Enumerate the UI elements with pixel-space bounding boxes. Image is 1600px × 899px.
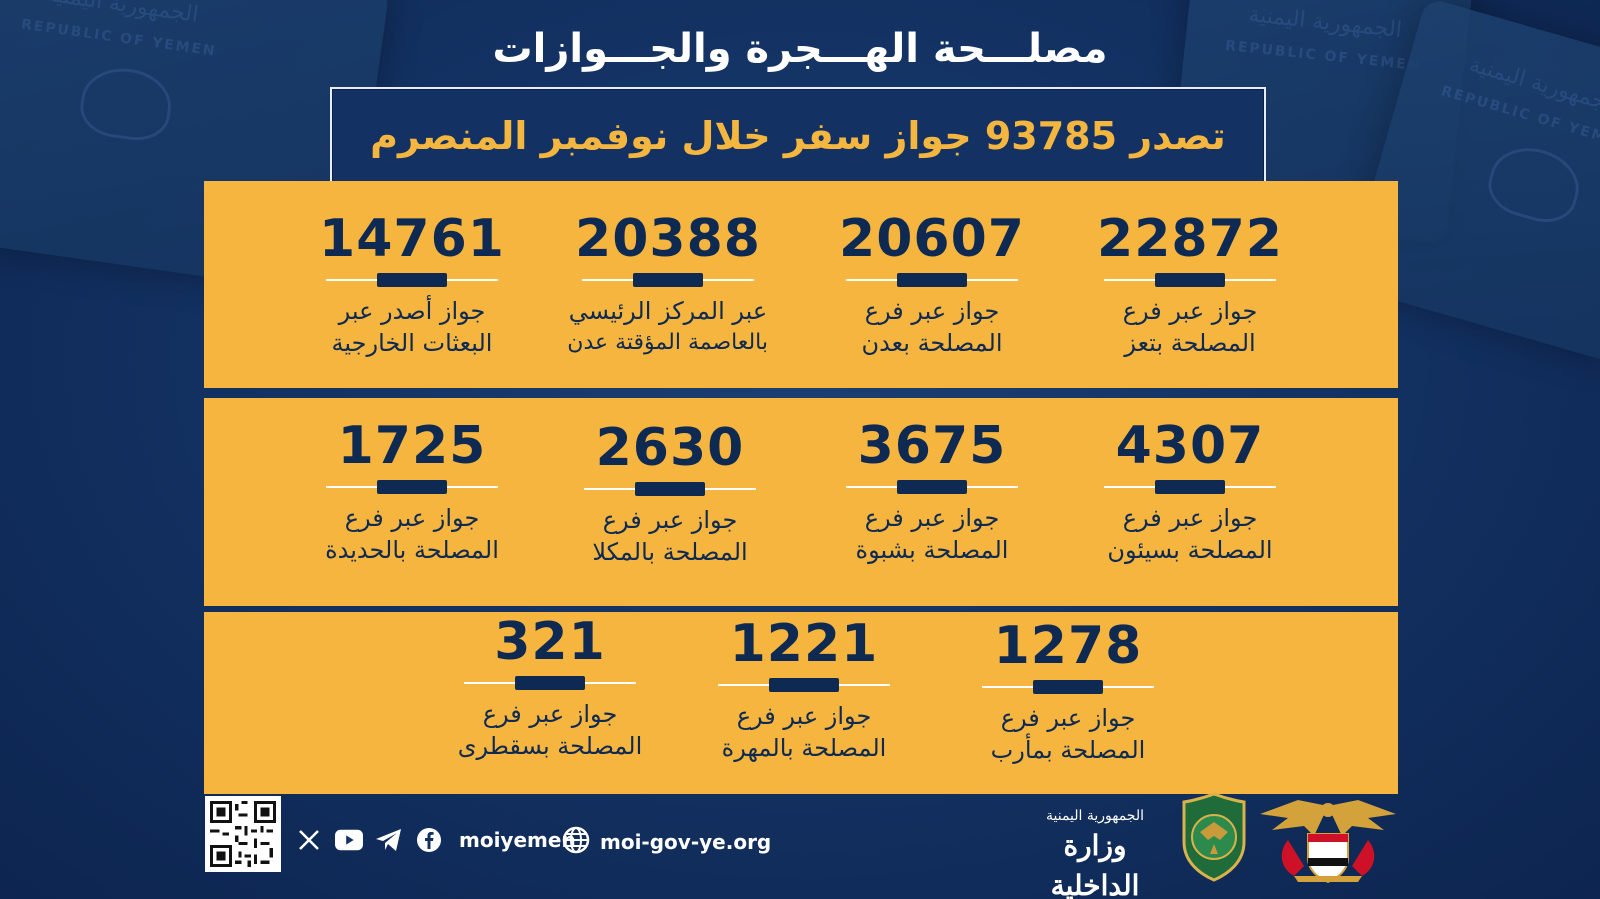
stat-value: 1278: [993, 616, 1143, 676]
qr-code-icon[interactable]: [205, 796, 281, 872]
police-emblem-icon: [1180, 792, 1248, 882]
stat-divider: [1104, 480, 1276, 494]
facebook-icon[interactable]: [415, 826, 443, 854]
website-url: moi-gov-ye.org: [600, 830, 772, 854]
stat-value: 14761: [319, 209, 505, 269]
stat-label-line2: البعثات الخارجية: [331, 329, 493, 357]
stat-card: 3675 جواز عبر فرع المصلحة بشبوة: [832, 416, 1032, 566]
stats-panel-row3: 1278 جواز عبر فرع المصلحة بمأرب 1221 جوا…: [204, 612, 1398, 794]
stat-value: 321: [494, 612, 606, 672]
stat-divider: [718, 678, 890, 692]
stats-panel-row1: 22872 جواز عبر فرع المصلحة بتعز 20607 جو…: [204, 181, 1398, 388]
stat-label-line2: المصلحة بالمهرة: [721, 734, 887, 762]
stat-label-line1: جواز عبر فرع: [602, 506, 738, 534]
stat-label-line2: المصلحة بشبوة: [855, 536, 1009, 564]
stat-divider: [326, 273, 498, 287]
ministry-logo: الجمهورية اليمنية وزارة الداخلية: [1030, 806, 1160, 899]
stat-label-line1: جواز عبر فرع: [344, 504, 480, 532]
website-link[interactable]: moi-gov-ye.org: [562, 826, 771, 858]
stat-divider: [464, 676, 636, 690]
stat-label-line1: عبر المركز الرئيسي: [568, 297, 768, 325]
stat-divider: [1104, 273, 1276, 287]
social-handle[interactable]: moiyemen: [459, 828, 576, 852]
stat-label-line1: جواز عبر فرع: [864, 297, 1000, 325]
stat-divider: [584, 482, 756, 496]
stat-value: 2630: [595, 418, 745, 478]
stat-card: 20607 جواز عبر فرع المصلحة بعدن: [832, 209, 1032, 359]
stat-divider: [326, 480, 498, 494]
ministry-country: الجمهورية اليمنية: [1045, 808, 1144, 824]
stat-label-line1: جواز عبر فرع: [1122, 504, 1258, 532]
passport-seal-icon: [76, 62, 176, 145]
stat-value: 22872: [1097, 209, 1283, 269]
globe-icon: [562, 826, 590, 858]
stat-label-line2: المصلحة بسيئون: [1107, 536, 1273, 564]
subtitle-box: تصدر 93785 جواز سفر خلال نوفمبر المنصرم: [330, 87, 1266, 185]
stat-value: 1221: [729, 614, 879, 674]
youtube-icon[interactable]: [335, 826, 363, 854]
stat-divider: [982, 680, 1154, 694]
stat-card: 14761 جواز أصدر عبر البعثات الخارجية: [312, 209, 512, 359]
stat-label-line2: المصلحة بمأرب: [990, 736, 1146, 764]
stat-card: 1725 جواز عبر فرع المصلحة بالحديدة: [312, 416, 512, 566]
stat-label-line2: المصلحة بسقطرى: [457, 732, 643, 760]
x-icon[interactable]: [295, 826, 323, 854]
stat-divider: [582, 273, 754, 287]
stat-card: 1278 جواز عبر فرع المصلحة بمأرب: [968, 616, 1168, 766]
stat-label-line1: جواز عبر فرع: [1000, 704, 1136, 732]
stat-label-line2: المصلحة بتعز: [1124, 329, 1256, 357]
stat-card: 4307 جواز عبر فرع المصلحة بسيئون: [1090, 416, 1290, 566]
stat-label-line2: بالعاصمة المؤقتة عدن: [567, 330, 768, 355]
stat-label-line1: جواز عبر فرع: [1122, 297, 1258, 325]
telegram-icon[interactable]: [375, 826, 403, 854]
stat-value: 3675: [857, 416, 1007, 476]
stat-label-line2: المصلحة بالمكلا: [592, 538, 748, 566]
stat-card: 321 جواز عبر فرع المصلحة بسقطرى: [450, 612, 650, 762]
stat-card: 22872 جواز عبر فرع المصلحة بتعز: [1090, 209, 1290, 359]
stat-label-line1: جواز عبر فرع: [482, 700, 618, 728]
footer: moiyemen moi-gov-ye.org الجمهورية اليمني…: [0, 792, 1600, 899]
stat-card: 20388 عبر المركز الرئيسي بالعاصمة المؤقت…: [567, 209, 768, 359]
social-links: moiyemen: [295, 826, 576, 854]
stat-label-line1: جواز عبر فرع: [864, 504, 1000, 532]
stat-card: 1221 جواز عبر فرع المصلحة بالمهرة: [704, 614, 904, 764]
stat-value: 4307: [1115, 416, 1265, 476]
stat-label-line2: المصلحة بعدن: [861, 329, 1003, 357]
stat-label-line1: جواز أصدر عبر: [338, 297, 486, 325]
stat-card: 2630 جواز عبر فرع المصلحة بالمكلا: [570, 418, 770, 568]
stat-label-line2: المصلحة بالحديدة: [325, 536, 499, 564]
stat-value: 20607: [839, 209, 1025, 269]
stat-label-line1: جواز عبر فرع: [736, 702, 872, 730]
page-title: مصلـــحة الهـــجرة والجـــوازات: [492, 26, 1108, 72]
ministry-name: وزارة الداخلية: [1050, 829, 1140, 899]
stat-value: 1725: [337, 416, 487, 476]
stat-divider: [846, 480, 1018, 494]
passport-seal-icon: [1481, 138, 1588, 231]
stat-value: 20388: [575, 209, 761, 269]
subtitle: تصدر 93785 جواز سفر خلال نوفمبر المنصرم: [370, 114, 1226, 158]
stat-divider: [846, 273, 1018, 287]
state-emblem-icon: [1258, 796, 1398, 884]
stats-panel-row2: 4307 جواز عبر فرع المصلحة بسيئون 3675 جو…: [204, 398, 1398, 606]
